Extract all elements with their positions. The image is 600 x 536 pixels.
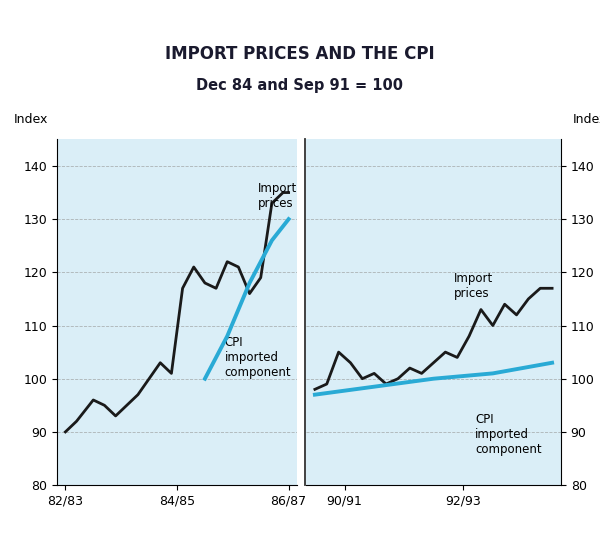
- Text: CPI
imported
component: CPI imported component: [475, 413, 542, 456]
- Text: Import
prices: Import prices: [454, 272, 494, 300]
- Text: Dec 84 and Sep 91 = 100: Dec 84 and Sep 91 = 100: [197, 78, 404, 93]
- Text: CPI
imported
component: CPI imported component: [224, 336, 291, 379]
- Text: Import
prices: Import prices: [258, 182, 297, 210]
- Text: Index: Index: [14, 113, 48, 125]
- Text: Index: Index: [572, 113, 600, 125]
- Text: IMPORT PRICES AND THE CPI: IMPORT PRICES AND THE CPI: [165, 44, 435, 63]
